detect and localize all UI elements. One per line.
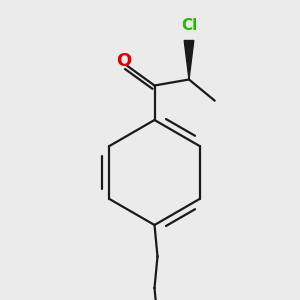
Text: O: O (116, 52, 131, 70)
Text: Cl: Cl (181, 18, 197, 33)
Polygon shape (184, 40, 194, 80)
